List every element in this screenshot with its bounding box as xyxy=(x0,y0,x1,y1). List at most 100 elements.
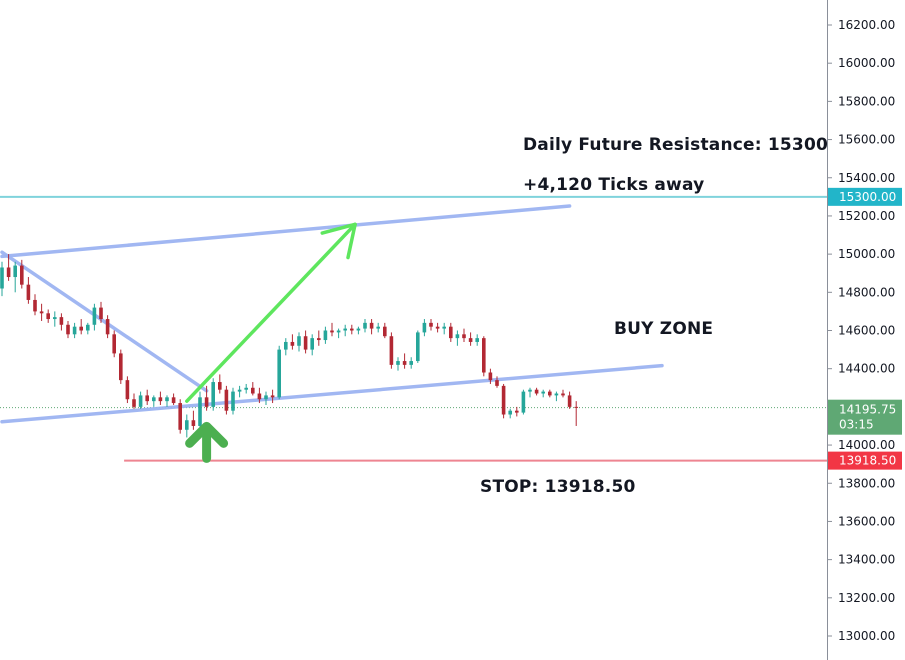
resistance-annotation: Daily Future Resistance: 15300 xyxy=(523,135,828,155)
bar-countdown-label: 03:15 xyxy=(839,418,874,432)
y-tick-label: 15000.00 xyxy=(838,247,895,261)
stop-annotation: STOP: 13918.50 xyxy=(480,477,636,497)
candle-body xyxy=(237,389,242,392)
candle-body xyxy=(165,397,169,402)
candle-body xyxy=(119,353,123,381)
stop-price-label: 13918.50 xyxy=(839,454,896,468)
candle xyxy=(152,395,156,407)
candle-body xyxy=(270,395,275,398)
candle-body xyxy=(389,336,394,365)
candle xyxy=(99,301,103,323)
candle xyxy=(449,322,453,342)
candle xyxy=(416,330,420,363)
price-axis[interactable]: 13000.00 13200.00 13400.00 13600.00 13800.00… xyxy=(827,18,895,643)
upper-channel-trendline[interactable] xyxy=(0,204,572,259)
candle-body xyxy=(257,393,262,400)
candle xyxy=(86,322,90,335)
candle-body xyxy=(468,338,473,342)
candle-body xyxy=(204,397,209,407)
y-tick-label: 14000.00 xyxy=(838,438,895,452)
candle-body xyxy=(501,385,506,415)
price-badges: 15300.00 13918.50 14195.75 03:15 xyxy=(828,187,902,470)
y-tick-label: 13800.00 xyxy=(838,476,895,490)
candle xyxy=(350,324,354,335)
candle xyxy=(495,376,499,388)
candle-body xyxy=(284,341,288,350)
y-tick-label: 16200.00 xyxy=(838,18,895,32)
candle xyxy=(534,387,539,396)
candle-body xyxy=(99,307,103,320)
candle xyxy=(442,322,446,335)
candle xyxy=(290,334,295,350)
candle-body xyxy=(336,330,341,333)
candle-body xyxy=(92,307,97,325)
candle xyxy=(501,383,506,419)
candle xyxy=(231,387,235,415)
candle-body xyxy=(79,326,83,331)
last-price-label: 14195.75 xyxy=(839,403,896,417)
candle xyxy=(119,349,123,384)
candle-body xyxy=(369,322,374,329)
candle xyxy=(211,378,215,411)
y-tick-label: 14800.00 xyxy=(838,285,895,299)
y-tick-label: 13000.00 xyxy=(838,629,895,643)
candle-body xyxy=(409,361,413,365)
candle xyxy=(132,393,136,409)
candle-body xyxy=(482,338,486,373)
candle xyxy=(435,322,440,333)
candle-body xyxy=(521,391,526,413)
candle xyxy=(567,391,572,409)
candle xyxy=(198,391,202,428)
candle-body xyxy=(251,387,255,394)
candle xyxy=(574,401,578,426)
lower-channel-trendline[interactable] xyxy=(0,363,664,424)
candle xyxy=(257,387,262,404)
projection-arrow-head[interactable] xyxy=(320,222,357,260)
plot-area[interactable] xyxy=(0,195,827,463)
y-tick-label: 15200.00 xyxy=(838,209,895,223)
candle xyxy=(429,319,433,331)
y-tick-label: 14400.00 xyxy=(838,362,895,376)
candle-body xyxy=(158,397,163,402)
candle-body xyxy=(396,361,400,365)
candle xyxy=(548,389,552,398)
candle-body xyxy=(317,338,321,341)
stop-price-badge xyxy=(828,451,902,470)
candle-body xyxy=(303,336,308,350)
candle xyxy=(244,383,248,394)
candle xyxy=(13,261,17,293)
resistance-price-badge xyxy=(828,187,902,206)
descending-trendline[interactable] xyxy=(0,250,209,393)
candle xyxy=(455,330,460,346)
candle xyxy=(125,376,130,404)
candle-body xyxy=(416,332,420,362)
candle-body xyxy=(66,324,70,335)
candle xyxy=(554,391,559,402)
candle xyxy=(6,254,11,281)
candle xyxy=(277,345,281,400)
candle xyxy=(317,330,321,346)
candle xyxy=(185,414,189,438)
buy-arrow-head[interactable] xyxy=(185,421,229,448)
y-tick-label: 13600.00 xyxy=(838,514,895,528)
candle xyxy=(363,319,367,333)
candle xyxy=(72,322,77,339)
candle-body xyxy=(442,326,446,329)
candle xyxy=(356,326,361,335)
candle-body xyxy=(171,397,176,404)
candle-body xyxy=(435,326,440,329)
candle-body xyxy=(125,380,130,400)
y-tick-label: 16000.00 xyxy=(838,56,895,70)
candle xyxy=(218,374,222,394)
candle-body xyxy=(310,338,314,350)
candle xyxy=(284,338,288,356)
candle-body xyxy=(13,265,17,278)
candle xyxy=(475,334,479,346)
candle xyxy=(488,368,493,384)
candle-body xyxy=(132,399,136,407)
resistance-price-label: 15300.00 xyxy=(839,190,896,204)
candle xyxy=(402,353,407,369)
candle-body xyxy=(495,380,499,386)
projection-arrow-shaft[interactable] xyxy=(185,222,357,403)
